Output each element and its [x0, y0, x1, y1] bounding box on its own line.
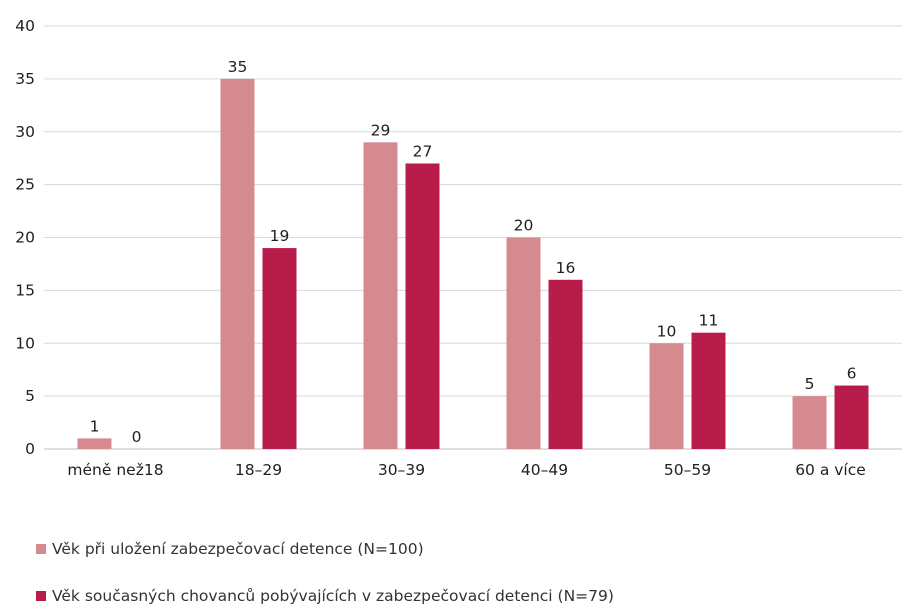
data-label-series-1: 29 [371, 121, 391, 139]
legend-item-series-2: Věk současných chovanců pobývajících v z… [36, 587, 614, 605]
data-label-series-2: 16 [556, 259, 576, 277]
y-tick-label: 10 [15, 334, 35, 352]
bar-series-2 [262, 248, 297, 449]
data-label-series-1: 20 [514, 217, 534, 235]
y-tick-label: 20 [15, 229, 35, 247]
y-tick-label: 5 [25, 387, 35, 405]
legend-swatch-series-2 [36, 591, 46, 601]
legend-swatch-series-1 [36, 544, 46, 554]
data-label-series-2: 19 [270, 227, 290, 245]
bar-series-1 [649, 343, 684, 449]
y-tick-label: 40 [15, 17, 35, 35]
bar-series-2 [691, 332, 726, 449]
data-label-series-2: 6 [847, 365, 857, 383]
x-tick-label: 50–59 [664, 461, 711, 479]
bars [77, 78, 869, 449]
y-tick-label: 0 [25, 440, 35, 458]
x-tick-label: 60 a více [795, 461, 866, 479]
x-tick-label: 18–29 [235, 461, 282, 479]
bar-series-1 [220, 78, 255, 449]
legend-label-series-1: Věk při uložení zabezpečovací detence (N… [52, 540, 424, 558]
bar-series-1 [77, 438, 112, 449]
x-tick-label: 40–49 [521, 461, 568, 479]
bar-series-1 [792, 396, 827, 449]
data-label-series-1: 5 [805, 375, 815, 393]
y-tick-label: 30 [15, 123, 35, 141]
bar-series-2 [834, 385, 869, 449]
data-label-series-2: 0 [132, 428, 142, 446]
x-tick-label: 30–39 [378, 461, 425, 479]
legend-label-series-2: Věk současných chovanců pobývajících v z… [52, 587, 614, 605]
y-tick-label: 25 [15, 176, 35, 194]
bar-series-2 [548, 279, 583, 449]
x-tick-label: méně než18 [67, 461, 163, 479]
data-label-series-1: 10 [657, 322, 677, 340]
data-label-series-1: 1 [90, 417, 100, 435]
y-tick-label: 35 [15, 70, 35, 88]
y-tick-label: 15 [15, 281, 35, 299]
bar-series-2 [405, 163, 440, 449]
data-label-series-2: 11 [699, 312, 719, 330]
bar-series-1 [363, 142, 398, 449]
x-axis-ticks: méně než18 18–29 30–39 40–49 50–59 60 a více [67, 461, 865, 479]
bar-series-1 [506, 237, 541, 449]
grid-lines [44, 25, 902, 450]
y-axis-ticks: 0 5 10 15 20 25 30 35 40 [15, 17, 35, 458]
data-label-series-2: 27 [413, 142, 433, 160]
legend-item-series-1: Věk při uložení zabezpečovací detence (N… [36, 540, 424, 558]
data-label-series-1: 35 [228, 58, 248, 76]
